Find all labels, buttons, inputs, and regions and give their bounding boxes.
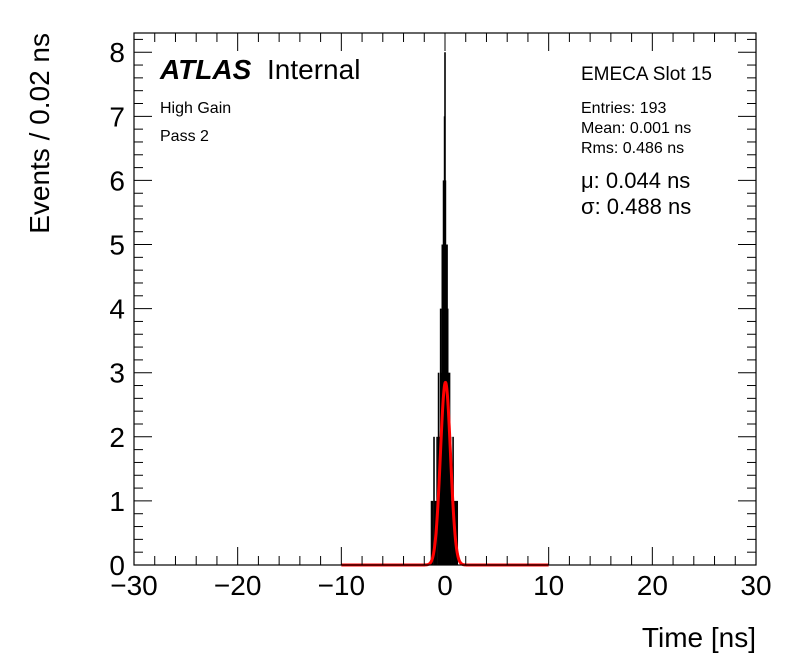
x-tick-label: 10 xyxy=(533,570,564,601)
x-axis-label: Time [ns] xyxy=(642,622,756,653)
x-tick-label: 30 xyxy=(740,570,771,601)
x-tick-label: −30 xyxy=(110,570,158,601)
histogram-bar xyxy=(446,308,449,565)
y-tick-label: 8 xyxy=(109,37,125,68)
histogram-bar xyxy=(430,500,433,565)
mean-stat: Mean: 0.001 ns xyxy=(581,120,691,137)
y-tick-label: 2 xyxy=(109,422,125,453)
channel-label: EMECA Slot 15 xyxy=(581,64,712,85)
svg-text:ATLAS Internal: ATLAS Internal xyxy=(159,54,360,85)
y-tick-label: 1 xyxy=(109,486,125,517)
y-tick-labels: 0 1 2 3 4 5 6 7 8 xyxy=(109,37,125,581)
fit-mu-stat: μ: 0.044 ns xyxy=(581,168,690,193)
fit-sigma-stat: σ: 0.488 ns xyxy=(581,194,691,219)
x-tick-label: 20 xyxy=(637,570,668,601)
status-label: Internal xyxy=(267,54,360,85)
histogram-bar xyxy=(449,436,452,565)
y-tick-label: 6 xyxy=(109,165,125,196)
rms-stat: Rms: 0.486 ns xyxy=(581,140,684,157)
y-tick-label: 3 xyxy=(109,358,125,389)
x-tick-label: −20 xyxy=(214,570,262,601)
y-tick-label: 5 xyxy=(109,230,125,261)
histogram-layer xyxy=(430,52,459,566)
y-tick-label: 0 xyxy=(109,550,125,581)
histogram-bar xyxy=(440,372,443,565)
histogram-bar xyxy=(451,500,453,565)
entries-stat: Entries: 193 xyxy=(581,100,666,117)
x-tick-labels: −30 −20 −10 0 10 20 30 xyxy=(110,570,771,601)
y-axis-label: Events / 0.02 ns xyxy=(24,33,55,234)
x-tick-label: 0 xyxy=(437,570,453,601)
histogram-bar xyxy=(447,372,450,565)
pass-label: Pass 2 xyxy=(160,128,209,145)
histogram-bar xyxy=(448,372,451,565)
histogram-bar xyxy=(456,500,459,565)
y-tick-label: 4 xyxy=(109,294,125,325)
atlas-label: ATLAS Internal xyxy=(159,54,360,85)
histogram-bar xyxy=(431,500,434,565)
histogram-bar xyxy=(433,436,435,565)
x-tick-label: −10 xyxy=(318,570,366,601)
gain-label: High Gain xyxy=(160,100,231,117)
axis-ticks xyxy=(133,33,757,566)
experiment-label: ATLAS xyxy=(159,54,252,85)
y-tick-label: 7 xyxy=(109,101,125,132)
